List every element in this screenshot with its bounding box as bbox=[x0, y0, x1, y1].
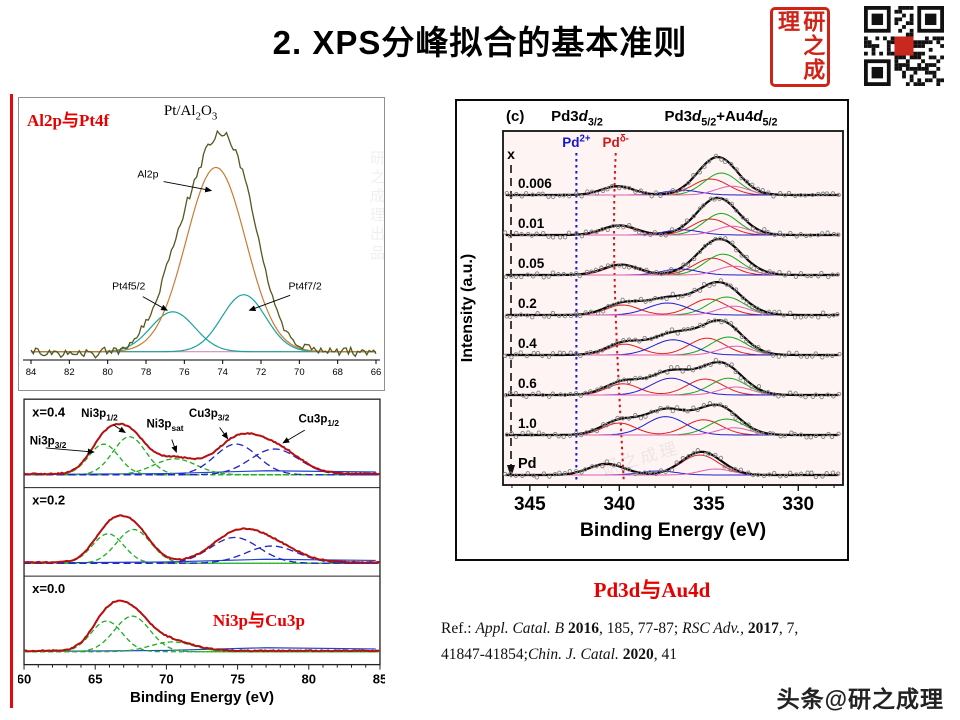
svg-text:80: 80 bbox=[102, 367, 113, 378]
svg-text:335: 335 bbox=[693, 494, 725, 515]
svg-text:330: 330 bbox=[782, 494, 814, 515]
chart-pd3d-panel: (c) Pd3d3/2 Pd3d5/2+Au4d5/2 Intensity (a.u.… bbox=[455, 99, 849, 561]
svg-text:0.01: 0.01 bbox=[518, 216, 545, 231]
reference-line-2: 41847-41854;Chin. J. Catal. 2020, 41 bbox=[441, 646, 677, 664]
al2p-pt4f-label: Al2p与Pt4f bbox=[27, 111, 110, 130]
svg-text:60: 60 bbox=[18, 672, 31, 687]
svg-text:Cu3p1/2: Cu3p1/2 bbox=[299, 414, 340, 428]
svg-text:Ni3p1/2: Ni3p1/2 bbox=[81, 408, 118, 422]
svg-text:66: 66 bbox=[371, 367, 382, 378]
svg-text:x=0.2: x=0.2 bbox=[32, 493, 65, 508]
svg-text:Pt/Al2O3: Pt/Al2O3 bbox=[164, 103, 217, 123]
svg-text:x: x bbox=[507, 146, 515, 162]
svg-text:Pt4f7/2: Pt4f7/2 bbox=[288, 280, 321, 292]
svg-text:1.0: 1.0 bbox=[518, 416, 537, 431]
svg-text:0.006: 0.006 bbox=[518, 176, 552, 191]
svg-text:65: 65 bbox=[88, 672, 103, 687]
svg-text:Ni3psat: Ni3psat bbox=[146, 419, 183, 433]
svg-text:Binding Energy (eV): Binding Energy (eV) bbox=[130, 689, 274, 706]
svg-text:Pt4f5/2: Pt4f5/2 bbox=[112, 280, 145, 292]
svg-text:0.4: 0.4 bbox=[518, 336, 537, 351]
svg-text:76: 76 bbox=[179, 367, 190, 378]
svg-text:0.2: 0.2 bbox=[518, 296, 537, 311]
ni-cu-chart: 60 65 70 75 80 85 Binding Energy (eV) x=0.4 Ni3p… bbox=[18, 398, 385, 706]
svg-text:Binding Energy (eV): Binding Energy (eV) bbox=[580, 519, 766, 541]
svg-text:Intensity (a.u.): Intensity (a.u.) bbox=[459, 254, 476, 362]
chart-ni-cu-panel: 60 65 70 75 80 85 Binding Energy (eV) x=0.4 Ni3p… bbox=[18, 396, 385, 706]
svg-text:Al2p: Al2p bbox=[137, 168, 158, 180]
pd3d-chart: (c) Pd3d3/2 Pd3d5/2+Au4d5/2 Intensity (a.u.… bbox=[459, 108, 844, 541]
svg-text:0.05: 0.05 bbox=[518, 256, 545, 271]
svg-text:Pd2+: Pd2+ bbox=[562, 133, 591, 150]
svg-text:80: 80 bbox=[302, 672, 317, 687]
watermark: 头条@研之成理 bbox=[776, 686, 944, 712]
qr-code bbox=[864, 6, 944, 86]
chart-pt-al2o3-panel: 84 82 80 78 76 74 72 70 68 66 Pt/Al2O3 Al2p Pt4f5/2 P… bbox=[18, 97, 385, 391]
left-accent-line bbox=[10, 94, 13, 708]
reference-line-1: Ref.: Appl. Catal. B 2016, 185, 77-87; R… bbox=[441, 620, 799, 637]
svg-text:68: 68 bbox=[332, 367, 343, 378]
svg-text:78: 78 bbox=[141, 367, 152, 378]
svg-text:340: 340 bbox=[603, 494, 635, 515]
svg-text:Pd3d5/2+Au4d5/2: Pd3d5/2+Au4d5/2 bbox=[665, 108, 778, 129]
svg-text:72: 72 bbox=[256, 367, 267, 378]
svg-text:Pd3d3/2: Pd3d3/2 bbox=[551, 108, 603, 129]
svg-text:Ni3p与Cu3p: Ni3p与Cu3p bbox=[213, 611, 305, 630]
svg-text:84: 84 bbox=[26, 367, 37, 378]
seal-text: 研之成理 bbox=[775, 10, 826, 82]
svg-text:(c): (c) bbox=[506, 108, 524, 125]
reference-text: Ref.: Appl. Catal. B 2016, 185, 77-87; R… bbox=[441, 616, 871, 669]
svg-text:85: 85 bbox=[373, 672, 385, 687]
svg-text:75: 75 bbox=[230, 672, 245, 687]
svg-text:82: 82 bbox=[64, 367, 75, 378]
svg-text:x=0.4: x=0.4 bbox=[32, 404, 66, 419]
svg-text:Pdδ-: Pdδ- bbox=[603, 133, 629, 150]
svg-text:0.6: 0.6 bbox=[518, 376, 537, 391]
seal-logo: 研之成理 bbox=[770, 7, 830, 87]
svg-text:Pd: Pd bbox=[518, 456, 537, 472]
pt-al2o3-chart: 84 82 80 78 76 74 72 70 68 66 Pt/Al2O3 Al2p Pt4f5/2 P… bbox=[23, 103, 382, 378]
svg-text:Cu3p3/2: Cu3p3/2 bbox=[189, 408, 230, 422]
svg-text:345: 345 bbox=[514, 494, 546, 515]
svg-text:70: 70 bbox=[159, 672, 174, 687]
svg-text:x=0.0: x=0.0 bbox=[32, 581, 65, 596]
svg-text:70: 70 bbox=[294, 367, 305, 378]
svg-text:74: 74 bbox=[217, 367, 228, 378]
svg-text:Ni3p3/2: Ni3p3/2 bbox=[30, 436, 67, 450]
page-title: 2. XPS分峰拟合的基本准则 bbox=[272, 24, 688, 61]
pd3d-au4d-label: Pd3d与Au4d bbox=[593, 578, 711, 602]
